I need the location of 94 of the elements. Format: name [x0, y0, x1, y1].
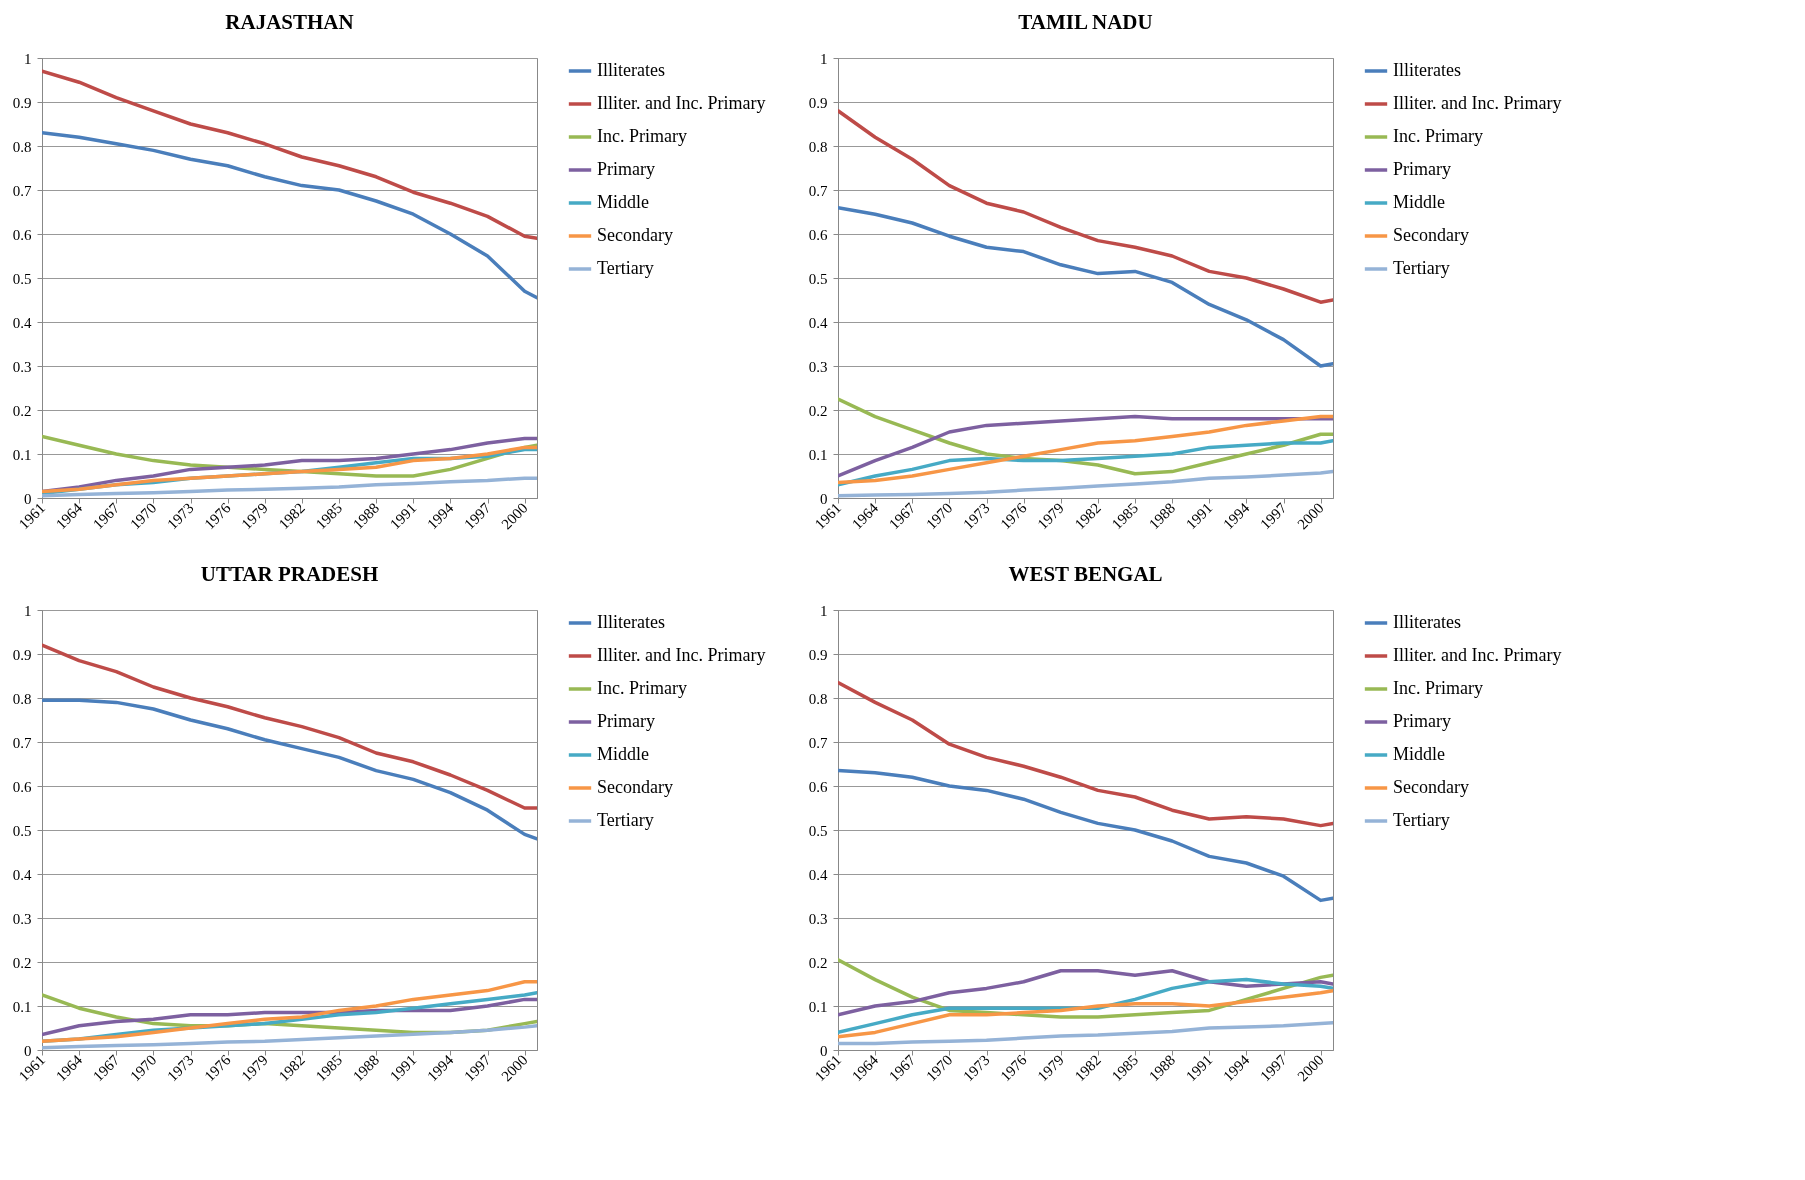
y-tick-label: 0.1 — [12, 446, 32, 463]
line-series — [838, 109, 1333, 304]
y-tick-label: 0.3 — [808, 910, 828, 927]
y-tick-label: 0.6 — [12, 226, 32, 243]
y-tick-label: 0 — [24, 1042, 32, 1059]
line-series — [838, 439, 1333, 487]
y-tick-label: 0.1 — [808, 446, 828, 463]
y-tick-label: 0.7 — [12, 734, 32, 751]
legend-label: Illiterates — [1393, 60, 1461, 80]
legend-label: Inc. Primary — [1393, 678, 1483, 698]
y-tick-label: 0 — [820, 490, 828, 507]
y-tick-label: 0.6 — [808, 226, 828, 243]
legend-label: Middle — [597, 192, 650, 212]
legend-label: Illiter. and Inc. Primary — [1393, 93, 1562, 113]
y-tick-label: 0.5 — [808, 822, 828, 839]
y-tick-label: 0.5 — [12, 270, 32, 287]
legend-label: Secondary — [597, 225, 673, 245]
legend-label: Illiterates — [597, 60, 665, 80]
y-tick-label: 0.8 — [12, 690, 32, 707]
y-tick-label: 0.9 — [12, 646, 32, 663]
legend-label: Primary — [597, 159, 655, 179]
legend-label: Inc. Primary — [597, 126, 687, 146]
line-series — [838, 768, 1333, 903]
y-tick-label: 0.1 — [12, 998, 32, 1015]
legend-label: Illiter. and Inc. Primary — [597, 645, 766, 665]
legend-label: Secondary — [1393, 777, 1469, 797]
y-tick-label: 0.4 — [12, 866, 32, 883]
chart-title: UTTAR PRADESH — [200, 562, 379, 586]
legend-label: Primary — [597, 711, 655, 731]
legend-label: Primary — [1393, 159, 1451, 179]
line-series — [838, 1020, 1333, 1046]
y-tick-label: 0.5 — [808, 270, 828, 287]
legend-label: Middle — [1393, 192, 1446, 212]
y-tick-label: 1 — [24, 602, 32, 619]
y-tick-label: 1 — [820, 50, 828, 67]
line-series — [838, 205, 1333, 368]
legend-label: Middle — [597, 744, 650, 764]
legend-label: Illiter. and Inc. Primary — [1393, 645, 1562, 665]
y-tick-label: 0.7 — [808, 734, 828, 751]
y-tick-label: 0.4 — [12, 314, 32, 331]
line-series — [42, 131, 537, 300]
y-tick-label: 0.9 — [808, 94, 828, 111]
line-series — [42, 643, 537, 810]
y-tick-label: 0.2 — [808, 954, 828, 971]
y-tick-label: 0 — [820, 1042, 828, 1059]
line-series — [838, 680, 1333, 828]
chart-title: RAJASTHAN — [225, 10, 354, 34]
y-tick-label: 0.2 — [12, 402, 32, 419]
x-tick-label: 1991 — [386, 499, 420, 533]
line-series — [838, 988, 1333, 1039]
legend-label: Middle — [1393, 744, 1446, 764]
y-tick-label: 0.6 — [12, 778, 32, 795]
legend-label: Secondary — [1393, 225, 1469, 245]
line-series — [42, 980, 537, 1043]
x-tick-label: 1991 — [1182, 499, 1216, 533]
y-tick-label: 0.5 — [12, 822, 32, 839]
y-tick-label: 0.6 — [808, 778, 828, 795]
legend-label: Secondary — [597, 777, 673, 797]
legend-label: Illiterates — [597, 612, 665, 632]
legend-label: Tertiary — [1393, 258, 1450, 278]
legend-label: Tertiary — [597, 258, 654, 278]
legend-label: Illiterates — [1393, 612, 1461, 632]
y-tick-label: 0.9 — [12, 94, 32, 111]
y-tick-label: 0.2 — [12, 954, 32, 971]
legend-label: Inc. Primary — [597, 678, 687, 698]
y-tick-label: 0.3 — [12, 358, 32, 375]
y-tick-label: 0.7 — [808, 182, 828, 199]
legend-label: Tertiary — [1393, 810, 1450, 830]
chart-title: TAMIL NADU — [1018, 10, 1153, 34]
x-tick-label: 1991 — [1182, 1051, 1216, 1085]
y-tick-label: 0.8 — [808, 138, 828, 155]
line-series — [838, 977, 1333, 1035]
line-series — [838, 969, 1333, 1017]
y-tick-label: 0.4 — [808, 866, 828, 883]
y-tick-label: 0.3 — [808, 358, 828, 375]
legend-label: Inc. Primary — [1393, 126, 1483, 146]
y-tick-label: 0.3 — [12, 910, 32, 927]
legend-label: Primary — [1393, 711, 1451, 731]
y-tick-label: 0.4 — [808, 314, 828, 331]
y-tick-label: 0.1 — [808, 998, 828, 1015]
legend-label: Tertiary — [597, 810, 654, 830]
y-tick-label: 0.8 — [808, 690, 828, 707]
line-series — [42, 698, 537, 841]
y-tick-label: 0.8 — [12, 138, 32, 155]
y-tick-label: 1 — [24, 50, 32, 67]
y-tick-label: 0.2 — [808, 402, 828, 419]
y-tick-label: 1 — [820, 602, 828, 619]
x-tick-label: 1991 — [386, 1051, 420, 1085]
chart-title: WEST BENGAL — [1008, 562, 1163, 586]
y-tick-label: 0.7 — [12, 182, 32, 199]
y-tick-label: 0 — [24, 490, 32, 507]
y-tick-label: 0.9 — [808, 646, 828, 663]
legend-label: Illiter. and Inc. Primary — [597, 93, 766, 113]
line-series — [42, 69, 537, 241]
